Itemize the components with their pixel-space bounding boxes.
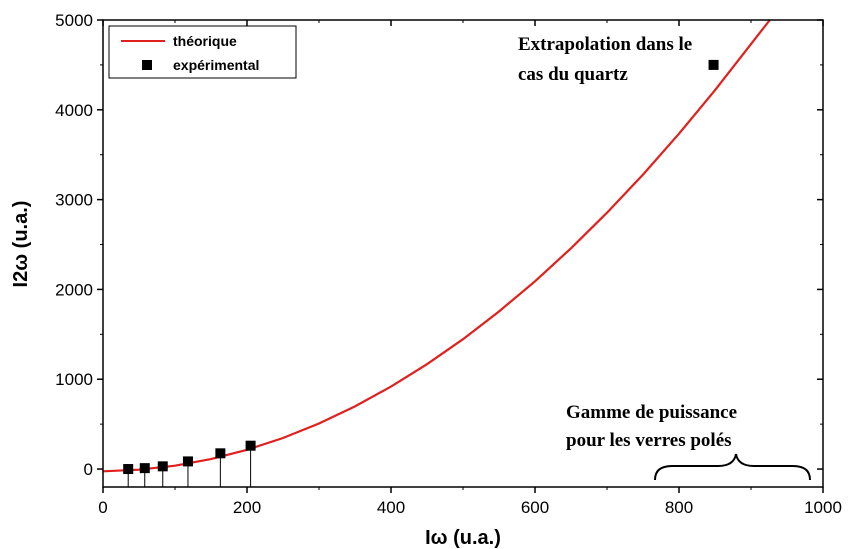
legend-marker-experimental (142, 60, 152, 70)
legend-label-experimental: expérimental (173, 57, 259, 73)
y-tick-label: 4000 (55, 101, 93, 120)
y-tick-label: 1000 (55, 370, 93, 389)
tick-labels: 0 200 400 600 800 1000 0 1000 2000 3000 4000 5000 (55, 11, 842, 517)
data-point (245, 440, 256, 451)
data-point (215, 448, 226, 459)
x-tick-label: 800 (665, 498, 693, 517)
legend: théorique expérimental (108, 25, 297, 79)
x-axis-title: Iω (u.a.) (425, 527, 501, 549)
y-axis-title: I2ω (u.a.) (10, 201, 32, 288)
data-point (708, 59, 719, 70)
data-point (182, 456, 193, 467)
y-tick-label: 2000 (55, 280, 93, 299)
annotation-range-line2: pour les verres polés (566, 430, 732, 451)
axis-ticks (97, 19, 824, 493)
y-tick-label: 5000 (55, 11, 93, 30)
annotation-quartz-line1: Extrapolation dans le (518, 34, 692, 55)
legend-label-theorique: théorique (173, 33, 237, 49)
data-point (123, 464, 134, 475)
curly-brace (654, 453, 811, 481)
legend-box (108, 25, 297, 79)
data-point (157, 461, 168, 472)
y-tick-label: 0 (84, 460, 93, 479)
x-tick-label: 400 (377, 498, 405, 517)
data-point (139, 463, 150, 474)
annotation-range-line1: Gamme de puissance (566, 402, 737, 423)
annotation-quartz: Extrapolation dans le cas du quartz (518, 34, 692, 85)
annotation-quartz-line2: cas du quartz (518, 64, 628, 85)
points-layer (123, 59, 719, 475)
x-tick-label: 1000 (804, 498, 842, 517)
x-tick-label: 200 (233, 498, 261, 517)
annotation-power-range: Gamme de puissance pour les verres polés (566, 402, 811, 481)
y-tick-label: 3000 (55, 191, 93, 210)
x-tick-label: 600 (521, 498, 549, 517)
x-tick-label: 0 (98, 498, 107, 517)
